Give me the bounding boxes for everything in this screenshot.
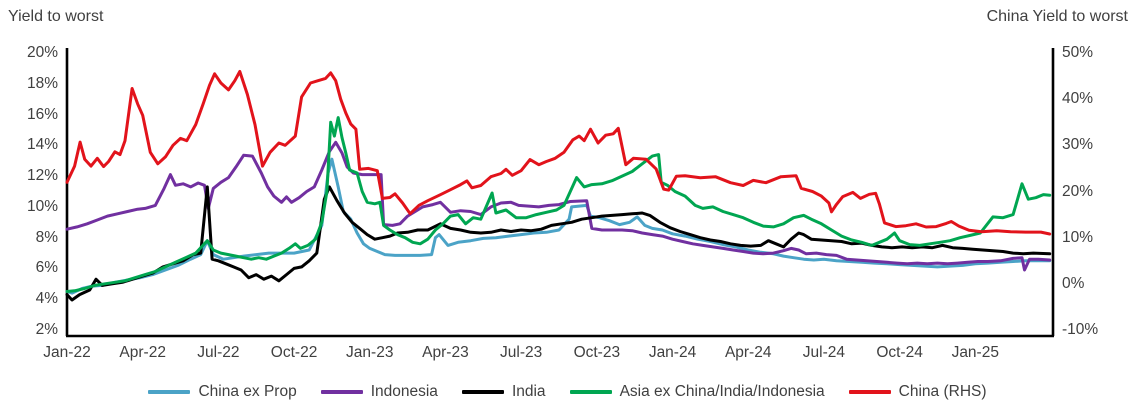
- axis-tick-label: 14%: [26, 136, 58, 154]
- axis-tick-label: 16%: [26, 105, 58, 123]
- axis-tick-label: 6%: [35, 259, 58, 277]
- axis-tick-label: 30%: [1062, 136, 1094, 154]
- x-axis-tick-label: Jan-23: [346, 344, 394, 361]
- right-axis-title: China Yield to worst: [986, 8, 1128, 25]
- series-line-indonesia: [65, 140, 1052, 272]
- legend: China ex Prop Indonesia India Asia ex China…: [0, 383, 1135, 401]
- axis-tick-label: -10%: [1062, 321, 1099, 338]
- legend-item-china-rhs-: China (RHS): [848, 383, 987, 401]
- axis-tick-label: 20%: [26, 44, 58, 61]
- axis-tick-label: 10%: [26, 197, 58, 215]
- axis-tick-label: 8%: [35, 228, 58, 246]
- x-axis-tick-label: Jan-24: [648, 344, 697, 361]
- series-line-china-rhs-: [65, 70, 1052, 236]
- legend-item-indonesia: Indonesia: [320, 383, 438, 401]
- axis-tick-label: 20%: [1062, 182, 1094, 200]
- left-axis-title: Yield to worst: [8, 8, 104, 25]
- axis-tick-label: 4%: [35, 290, 58, 308]
- legend-item-asia-ex-china-india-indonesia: Asia ex China/India/Indonesia: [569, 383, 825, 401]
- legend-label: Indonesia: [370, 383, 438, 400]
- x-axis-tick-label: Jan-22: [43, 344, 91, 361]
- x-axis-tick-label: Oct-24: [876, 344, 923, 361]
- x-axis-tick-label: Oct-22: [270, 344, 318, 361]
- x-axis-tick-label: Apr-24: [724, 344, 772, 361]
- x-axis-tick-label: Apr-23: [422, 344, 469, 361]
- series-line-china-ex-prop: [65, 157, 1052, 295]
- series-line-asia-ex-china-india-indonesia: [65, 116, 1052, 293]
- x-axis-tick-label: Apr-22: [119, 344, 166, 361]
- axis-tick-label: 12%: [26, 167, 58, 185]
- x-axis-tick-label: Jan-25: [951, 344, 999, 361]
- legend-swatch: [848, 390, 891, 394]
- x-axis-tick-label: Oct-23: [573, 344, 621, 361]
- legend-swatch: [569, 390, 612, 394]
- axis-tick-label: 10%: [1062, 228, 1094, 246]
- axis-tick-label: 2%: [35, 321, 58, 338]
- axis-tick-label: 50%: [1062, 44, 1094, 61]
- legend-label: China (RHS): [898, 383, 987, 400]
- x-axis-tick-label: Jul-24: [802, 344, 845, 361]
- axis-tick-label: 18%: [26, 74, 58, 92]
- x-axis-tick-label: Jul-23: [500, 344, 543, 361]
- legend-swatch: [148, 390, 191, 394]
- legend-swatch: [461, 390, 504, 394]
- legend-label: Asia ex China/India/Indonesia: [619, 383, 825, 400]
- legend-item-india: India: [461, 383, 546, 401]
- legend-swatch: [320, 390, 363, 394]
- axis-tick-label: 0%: [1062, 274, 1085, 292]
- legend-label: China ex Prop: [198, 383, 297, 400]
- x-axis-tick-label: Jul-22: [197, 344, 240, 361]
- legend-item-china-ex-prop: China ex Prop: [148, 383, 297, 401]
- legend-label: India: [511, 383, 546, 400]
- axis-tick-label: 40%: [1062, 90, 1094, 108]
